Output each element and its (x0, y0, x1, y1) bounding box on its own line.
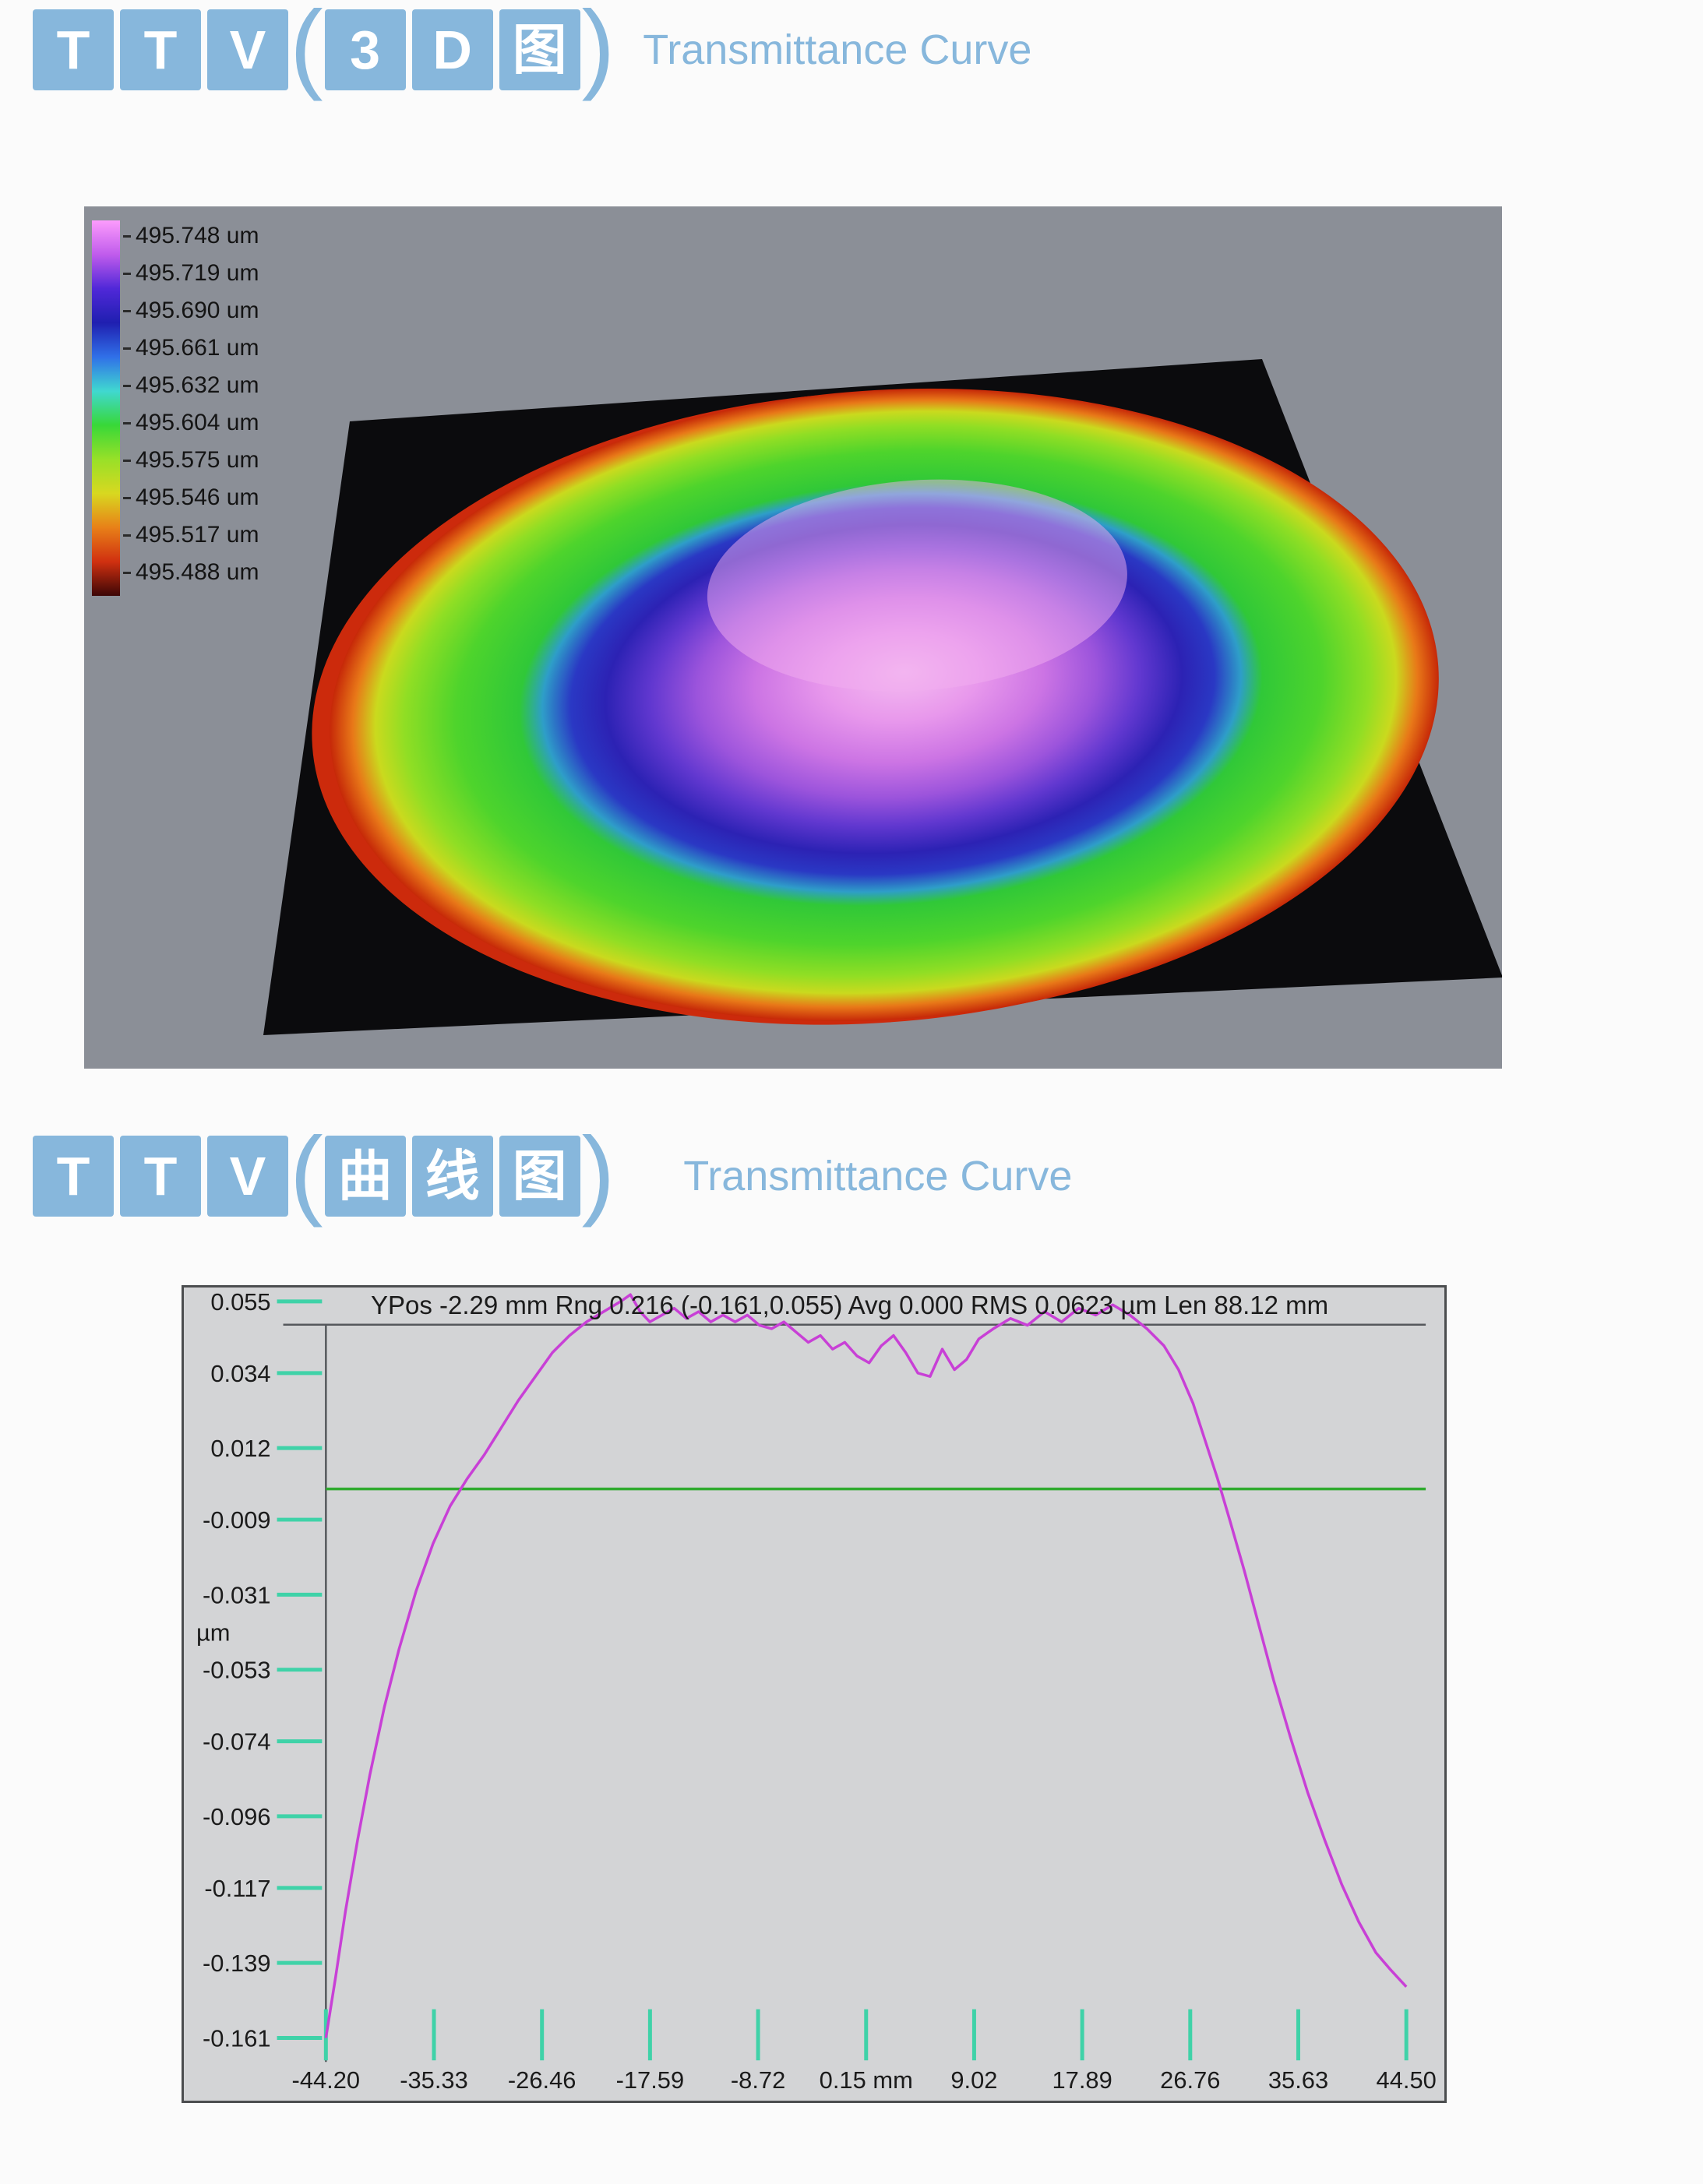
legend-label: 495.661 um (136, 335, 259, 361)
title-letter-box: V (207, 1136, 288, 1217)
x-tick-label: -8.72 (731, 2066, 785, 2094)
close-paren: ) (581, 1117, 615, 1228)
title-letter-box: T (33, 1136, 114, 1217)
x-tick-label: 17.89 (1052, 2066, 1112, 2094)
x-tick-label: 26.76 (1160, 2066, 1220, 2094)
legend-label: 495.632 um (136, 372, 259, 398)
legend-row: 495.575 um (120, 442, 259, 479)
legend-row: 495.632 um (120, 367, 259, 404)
legend-label: 495.690 um (136, 298, 259, 323)
open-paren: ( (290, 1117, 323, 1228)
legend-label: 495.546 um (136, 484, 259, 510)
title-letter-box: V (207, 9, 288, 90)
title-letter-box: 线 (411, 1136, 493, 1217)
legend-label: 495.604 um (136, 410, 259, 435)
close-paren: ) (581, 0, 615, 102)
title-letter-box: 曲 (324, 1136, 406, 1217)
y-tick-label: 0.012 (210, 1435, 270, 1462)
y-tick-label: 0.055 (210, 1288, 270, 1316)
legend-row: 495.690 um (120, 292, 259, 329)
y-tick-label: -0.009 (203, 1506, 271, 1534)
section2-subtitle: Transmittance Curve (683, 1153, 1073, 1199)
color-legend: 495.748 um 495.719 um 495.690 um 495.661… (92, 217, 259, 596)
surface-plot-panel: 495.748 um 495.719 um 495.690 um 495.661… (84, 206, 1502, 1069)
y-tick-label: -0.139 (203, 1950, 271, 1977)
legend-row: 495.748 um (120, 217, 259, 255)
colorbar (92, 220, 120, 596)
x-tick-label: -35.33 (400, 2066, 468, 2094)
title-letter-box: 图 (499, 1136, 580, 1217)
legend-tick (123, 459, 131, 462)
legend-label: 495.719 um (136, 260, 259, 286)
y-tick-label: -0.053 (203, 1657, 271, 1684)
legend-tick (123, 421, 131, 424)
profile-chart-panel: YPos -2.29 mm Rng 0.216 (-0.161,0.055) A… (182, 1285, 1447, 2103)
legend-row: 495.604 um (120, 404, 259, 442)
legend-row: 495.546 um (120, 479, 259, 516)
surface-3d-plot (263, 359, 1502, 1069)
legend-tick (123, 272, 131, 275)
x-tick-label: -26.46 (508, 2066, 576, 2094)
section1-subtitle: Transmittance Curve (643, 26, 1032, 73)
wafer-center-highlight (707, 479, 1127, 692)
title2-boxed-letters: 曲线图 (324, 1136, 580, 1217)
x-tick-label: 9.02 (950, 2066, 997, 2094)
legend-tick (123, 384, 131, 387)
wafer-surface (330, 388, 1439, 1022)
legend-label: 495.517 um (136, 522, 259, 548)
legend-label: 495.488 um (136, 559, 259, 585)
open-paren: ( (290, 0, 323, 102)
title-letter-box: T (120, 1136, 201, 1217)
y-tick-label: 0.034 (210, 1360, 270, 1387)
title-letter-box: T (33, 9, 114, 90)
legend-row: 495.661 um (120, 329, 259, 367)
y-tick-label: -0.096 (203, 1803, 271, 1830)
y-tick-label: -0.117 (204, 1875, 270, 1902)
title-letter-box: D (411, 9, 493, 90)
legend-label: 495.748 um (136, 223, 259, 248)
legend-labels: 495.748 um 495.719 um 495.690 um 495.661… (120, 217, 259, 596)
legend-row: 495.517 um (120, 516, 259, 554)
title-letter-box: T (120, 9, 201, 90)
legend-tick (123, 571, 131, 574)
legend-row: 495.488 um (120, 554, 259, 591)
legend-tick (123, 347, 131, 350)
title-letter-box: 3 (324, 9, 406, 90)
x-tick-label: 35.63 (1268, 2066, 1328, 2094)
x-tick-label: 0.15 mm (820, 2066, 913, 2094)
legend-label: 495.575 um (136, 447, 259, 473)
profile-chart: 0.055 0.034 0.012 -0.009 -0.031 -0.053 -0.074 -… (196, 1288, 1437, 2094)
wafer-notch (1042, 1001, 1075, 1069)
y-axis-unit: µm (196, 1619, 231, 1646)
legend-tick (123, 496, 131, 499)
legend-row: 495.719 um (120, 255, 259, 292)
y-tick-label: -0.074 (203, 1728, 271, 1756)
chart-header-text: YPos -2.29 mm Rng 0.216 (-0.161,0.055) A… (371, 1291, 1329, 1319)
legend-tick (123, 534, 131, 537)
x-tick-label: -17.59 (616, 2066, 685, 2094)
x-tick-label: 44.50 (1377, 2066, 1437, 2094)
legend-tick (123, 234, 131, 238)
legend-tick (123, 309, 131, 312)
y-tick-label: -0.161 (203, 2024, 271, 2052)
profile-curve (324, 1293, 1408, 2038)
title-letter-box: 图 (499, 9, 580, 90)
x-tick-label: -44.20 (292, 2066, 361, 2094)
y-tick-label: -0.031 (203, 1581, 271, 1608)
